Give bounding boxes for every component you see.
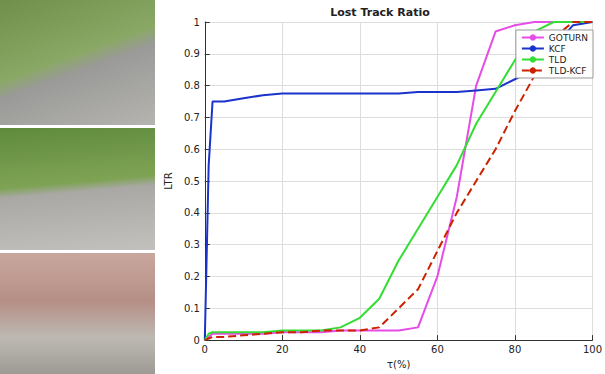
svg-text:KCF: KCF — [549, 44, 566, 54]
svg-text:GOTURN: GOTURN — [549, 33, 588, 43]
svg-text:0.6: 0.6 — [184, 144, 200, 155]
svg-text:0.8: 0.8 — [184, 80, 200, 91]
svg-text:TLD-KCF: TLD-KCF — [548, 66, 587, 76]
svg-text:τ(%): τ(%) — [387, 359, 410, 370]
svg-text:1: 1 — [193, 17, 199, 28]
svg-text:0: 0 — [202, 344, 208, 355]
svg-text:100: 100 — [583, 344, 602, 355]
svg-text:0.3: 0.3 — [184, 239, 200, 250]
svg-text:LTR: LTR — [163, 172, 174, 189]
svg-text:20: 20 — [276, 344, 289, 355]
svg-text:0: 0 — [193, 335, 199, 346]
svg-text:0.2: 0.2 — [184, 271, 200, 282]
svg-text:TLD: TLD — [548, 55, 567, 65]
svg-text:80: 80 — [509, 344, 522, 355]
svg-text:0.4: 0.4 — [184, 207, 200, 218]
svg-text:0.1: 0.1 — [184, 303, 200, 314]
svg-text:40: 40 — [353, 344, 366, 355]
svg-text:0.7: 0.7 — [184, 112, 200, 123]
svg-text:0.9: 0.9 — [184, 48, 200, 59]
svg-text:Lost Track Ratio: Lost Track Ratio — [330, 6, 430, 19]
svg-text:60: 60 — [431, 344, 444, 355]
svg-text:0.5: 0.5 — [184, 176, 200, 187]
